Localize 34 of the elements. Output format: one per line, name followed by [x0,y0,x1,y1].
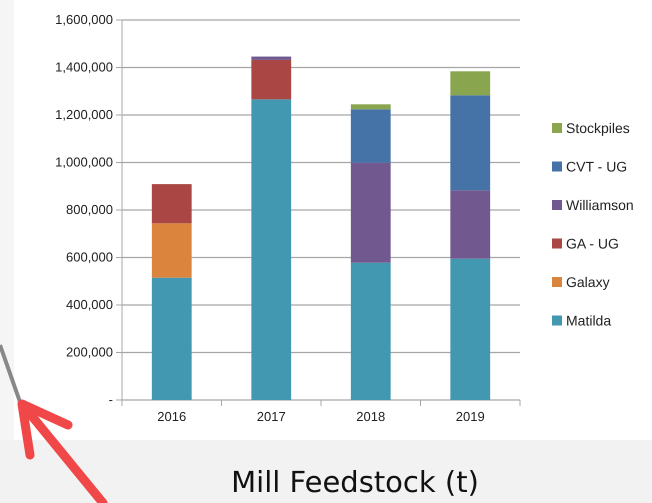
x-tick-label: 2016 [157,409,186,424]
legend-label: GA - UG [566,236,619,252]
bar [251,60,292,100]
legend-label: Matilda [566,312,612,328]
bar [152,184,192,224]
y-tick-label: 400,000 [66,297,113,312]
bar [251,56,292,60]
legend-label: Williamson [566,197,634,213]
text: Mill Feedstock (t) [231,465,479,499]
bar [450,95,490,190]
x-tick-label: 2019 [456,409,485,424]
y-tick-label: 600,000 [66,250,113,265]
bar [450,71,490,96]
x-tick-label: 2017 [256,409,286,424]
bar [350,262,391,400]
y-tick-label: 200,000 [66,344,113,360]
bar [152,278,192,400]
bar [350,162,391,263]
legend-label: Stockpiles [566,120,630,136]
y-tick-label: 1,200,000 [55,107,113,122]
y-tick-label: 1,000,000 [55,154,113,170]
x-tick-label: 2018 [356,409,386,424]
bar [450,190,490,259]
bar [350,109,391,163]
y-tick-label: 800,000 [66,202,113,218]
y-tick-label: 1,400,000 [55,60,113,75]
bar [152,223,192,278]
legend-label: Galaxy [566,274,610,290]
bar [450,258,490,400]
bar [350,104,391,110]
y-tick-label: - [108,392,113,408]
legend-label: CVT - UG [566,158,628,174]
y-tick-label: 1,600,000 [55,12,113,28]
bar [251,99,292,400]
